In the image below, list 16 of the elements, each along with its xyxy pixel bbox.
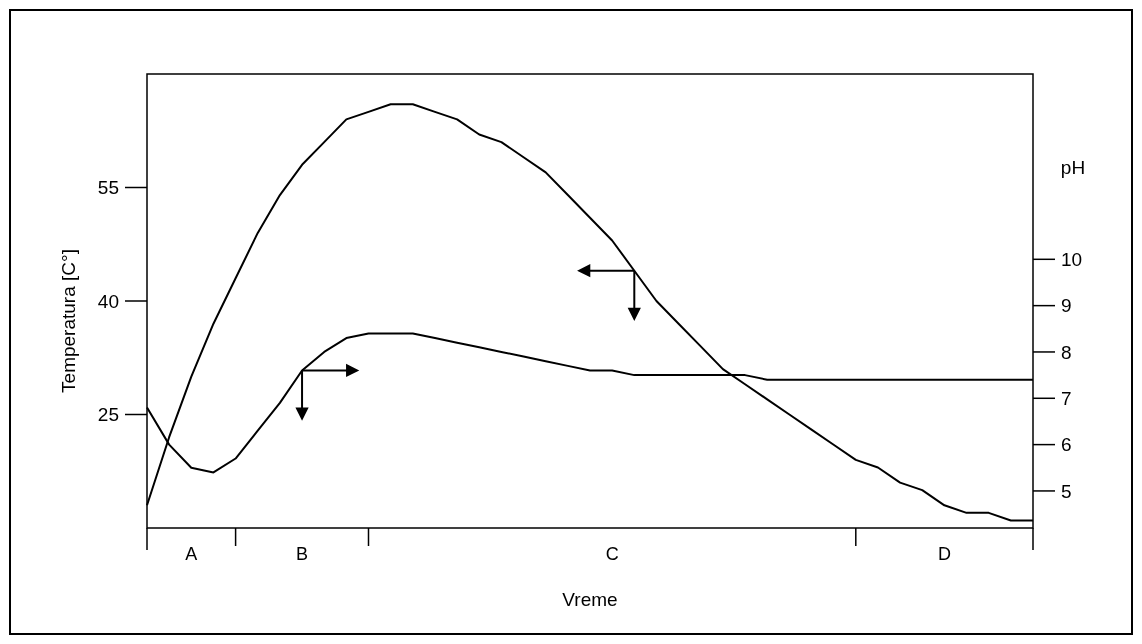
y2-tick-label: 5 — [1061, 480, 1072, 502]
y2-tick-label: 10 — [1061, 248, 1083, 270]
y-axis-title: Temperatura [C°] — [58, 249, 79, 393]
x-tick-label: A — [185, 544, 198, 564]
y-tick-label: 25 — [97, 404, 119, 426]
y2-tick-label: 6 — [1061, 434, 1072, 456]
y2-axis-title: pH — [1060, 157, 1086, 178]
y2-tick-label: 9 — [1061, 295, 1072, 317]
y-tick-label: 40 — [97, 290, 119, 312]
x-tick-label: B — [296, 544, 309, 564]
y2-tick-label: 8 — [1061, 341, 1072, 363]
y-tick-label: 55 — [97, 177, 119, 199]
x-tick-label: C — [605, 544, 619, 564]
y2-tick-label: 7 — [1061, 387, 1072, 409]
x-tick-label: D — [937, 544, 951, 564]
x-axis-title: Vreme — [562, 589, 618, 610]
